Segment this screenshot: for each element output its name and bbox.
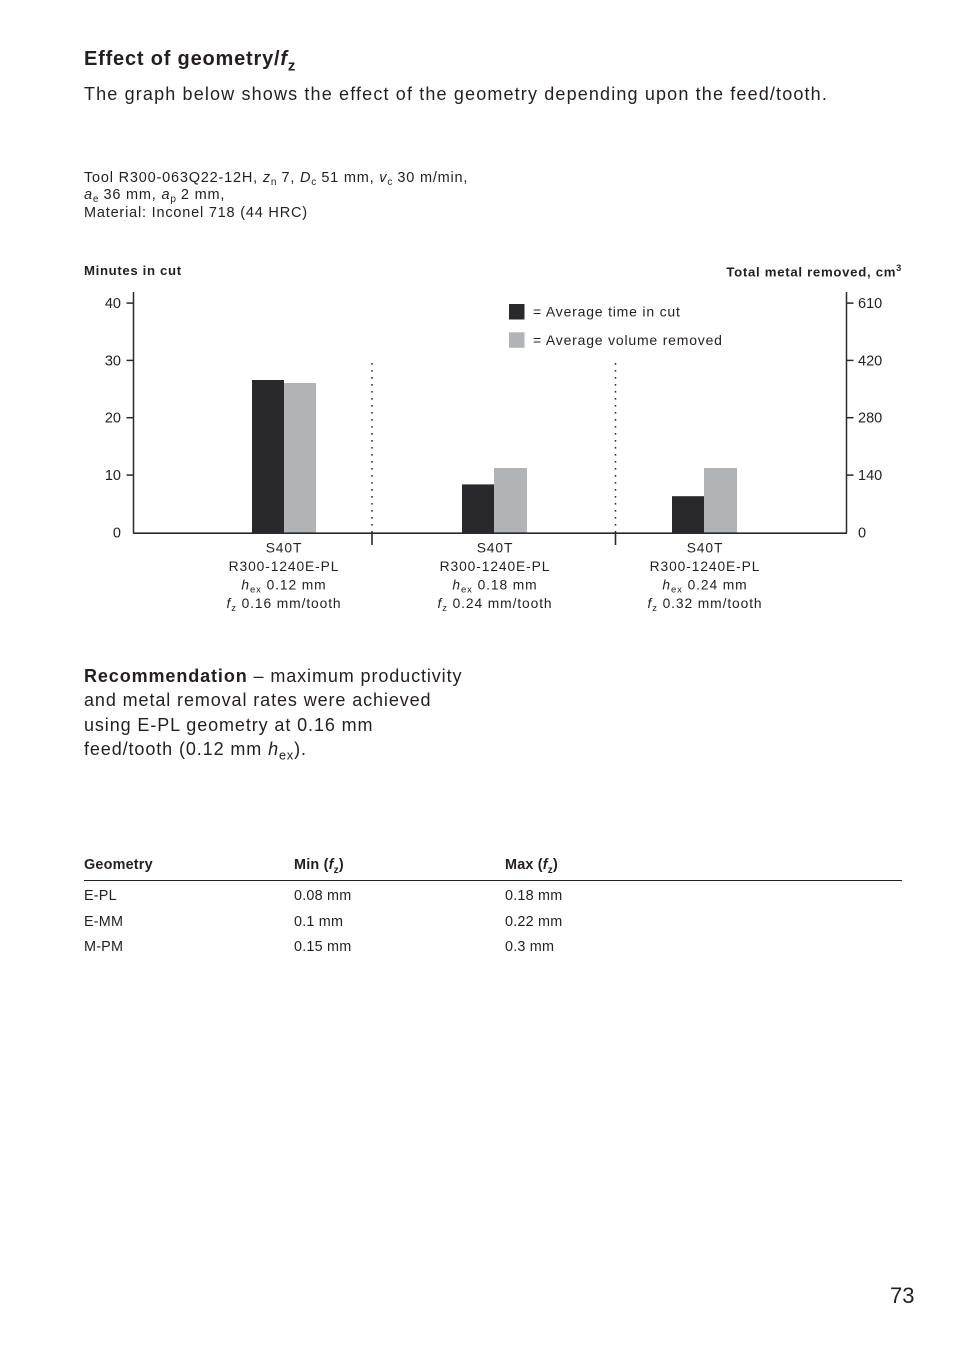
svg-text:fz 0.24 mm/tooth: fz 0.24 mm/tooth [437,596,552,614]
svg-text:S40T: S40T [477,540,514,555]
svg-text:hex 0.24 mm: hex 0.24 mm [662,577,747,595]
svg-text:fz 0.32 mm/tooth: fz 0.32 mm/tooth [647,596,762,614]
svg-text:140: 140 [858,468,882,484]
svg-text:20: 20 [105,411,121,427]
svg-text:0: 0 [858,525,866,541]
svg-text:10: 10 [105,468,121,484]
svg-text:hex 0.18 mm: hex 0.18 mm [452,577,537,595]
svg-text:S40T: S40T [266,540,303,555]
svg-text:= Average time in cut: = Average time in cut [533,304,681,320]
svg-text:30: 30 [105,353,121,369]
svg-text:S40T: S40T [687,540,724,555]
svg-text:280: 280 [858,411,882,427]
svg-text:420: 420 [858,353,882,369]
svg-text:0: 0 [113,525,121,541]
svg-text:hex 0.12 mm: hex 0.12 mm [241,577,326,595]
svg-text:R300-1240E-PL: R300-1240E-PL [229,559,340,574]
svg-text:R300-1240E-PL: R300-1240E-PL [440,559,551,574]
svg-text:40: 40 [105,296,121,312]
svg-text:R300-1240E-PL: R300-1240E-PL [650,559,761,574]
svg-text:= Average volume removed: = Average volume removed [533,332,723,348]
svg-text:610: 610 [858,296,882,312]
svg-text:fz 0.16 mm/tooth: fz 0.16 mm/tooth [226,596,341,614]
